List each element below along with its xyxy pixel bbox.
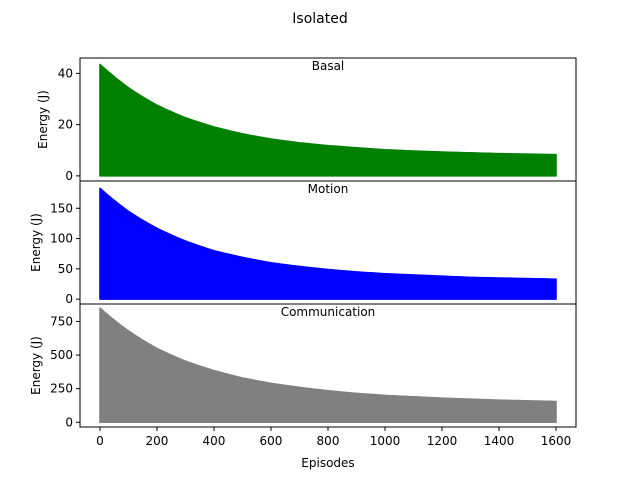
y-tick-label: 250 — [50, 382, 73, 396]
panel-2: Motion 0 50 100 150 Energy (J) — [29, 180, 577, 306]
y-axis-label: Energy (J) — [36, 90, 50, 149]
x-tick-label: 800 — [317, 434, 340, 448]
figure-title: Isolated — [292, 11, 347, 27]
x-tick-label: 1400 — [484, 434, 515, 448]
x-tick-label: 400 — [203, 434, 226, 448]
y-axis-label: Energy (J) — [29, 336, 43, 395]
panel-title: Basal — [312, 59, 345, 73]
y-tick-label: 750 — [50, 314, 73, 328]
panel-3: Communication 0 250 500 750 Energy (J) 0 200 400… — [29, 303, 577, 470]
panel-title: Motion — [308, 182, 349, 196]
y-tick-label: 0 — [65, 415, 73, 429]
x-tick-label: 1000 — [370, 434, 401, 448]
y-tick-label: 50 — [58, 262, 73, 276]
y-tick-label: 500 — [50, 348, 73, 362]
y-tick-label: 100 — [50, 232, 73, 246]
y-tick-label: 150 — [50, 201, 73, 215]
y-tick-label: 20 — [58, 118, 73, 132]
y-tick-label: 0 — [65, 292, 73, 306]
x-tick-label: 1200 — [427, 434, 458, 448]
area-series-2 — [99, 187, 557, 300]
x-tick-label: 600 — [260, 434, 283, 448]
x-tick-label: 1600 — [541, 434, 572, 448]
panel-title: Communication — [281, 305, 376, 319]
panels: Basal 0 20 40 Energy (J) Motion 0 50 100 150 Energ… — [29, 57, 577, 470]
area-series-3 — [99, 307, 557, 424]
x-axis-label: Episodes — [301, 456, 354, 470]
x-tick-label: 200 — [146, 434, 169, 448]
x-tick-label: 0 — [96, 434, 104, 448]
area-series-1 — [99, 63, 557, 177]
y-axis-label: Energy (J) — [29, 213, 43, 272]
panel-1: Basal 0 20 40 Energy (J) — [36, 57, 577, 183]
y-tick-label: 0 — [65, 169, 73, 183]
y-tick-label: 40 — [58, 66, 73, 80]
